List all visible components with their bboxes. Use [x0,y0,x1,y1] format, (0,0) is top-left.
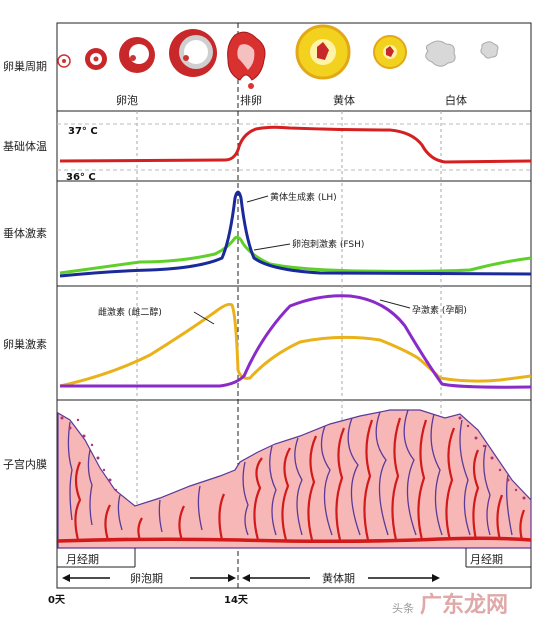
temperature-curve [59,125,532,164]
follicular-phase-label: 卵泡期 [130,571,163,585]
phase-label-corpus-albicans: 白体 [445,93,467,107]
follicle-stage-2 [85,48,107,70]
basal-vessel [57,536,532,544]
row-label-ovarian-cycle: 卵巢周期 [3,60,47,73]
spiral-arteries [74,417,526,541]
phase-label-follicle: 卵泡 [116,93,138,107]
follicle-stage-3 [119,37,155,73]
endometrial-glands [67,409,513,536]
lh-leader-line [246,195,269,203]
menses-right-label: 月经期 [470,553,503,566]
follicle-stage-4 [169,29,217,77]
row-label-basal-temp: 基础体温 [3,139,47,153]
menstrual-shedding-dots [60,416,526,500]
watermark-source: 头条 [392,601,414,615]
row-label-pituitary: 垂体激素 [3,226,47,240]
corpus-luteum-small [373,35,407,69]
fsh-curve [59,235,532,275]
corpus-luteum-large [295,24,351,80]
day-0-label: 0天 [48,594,66,606]
follicular-arrowhead-left [62,574,70,582]
menses-left-label: 月经期 [66,553,99,566]
phase-label-ovulation: 排卵 [240,93,262,107]
progesterone-curve [60,294,532,389]
corpus-albicans-small [480,41,499,59]
follicular-arrowhead-right [228,574,236,582]
watermark-brand: 广东龙网 [420,592,508,618]
luteal-phase-label: 黄体期 [322,571,355,585]
ruptured-follicle [227,31,266,89]
lh-curve [59,190,532,278]
watermark: 头条 广东龙网 [392,592,508,618]
row-label-ovarian-hormones: 卵巢激素 [3,337,47,351]
estrogen-label: 雌激素 (雌二醇) [98,306,162,318]
temp-mark-low: 36° C [66,172,96,183]
grid-guides [136,111,442,548]
progesterone-leader-line [379,299,411,309]
fsh-label: 卵泡刺激素 (FSH) [292,238,364,250]
row-label-endometrium: 子宫内膜 [3,457,47,471]
day-14-label: 14天 [224,594,249,606]
lh-label: 黄体生成素 (LH) [270,191,337,203]
fsh-leader-line [253,243,291,251]
endometrium-layer [57,409,532,549]
progesterone-label: 孕激素 (孕酮) [412,304,467,316]
estrogen-leader-line [193,311,215,325]
follicle-stage-1 [57,54,71,68]
luteal-arrowhead-left [242,574,250,582]
temp-mark-high: 37° C [68,126,98,137]
estrogen-curve [59,302,532,388]
corpus-albicans-large [425,40,456,67]
phase-label-corpus-luteum: 黄体 [333,93,355,107]
luteal-arrowhead-right [432,574,440,582]
